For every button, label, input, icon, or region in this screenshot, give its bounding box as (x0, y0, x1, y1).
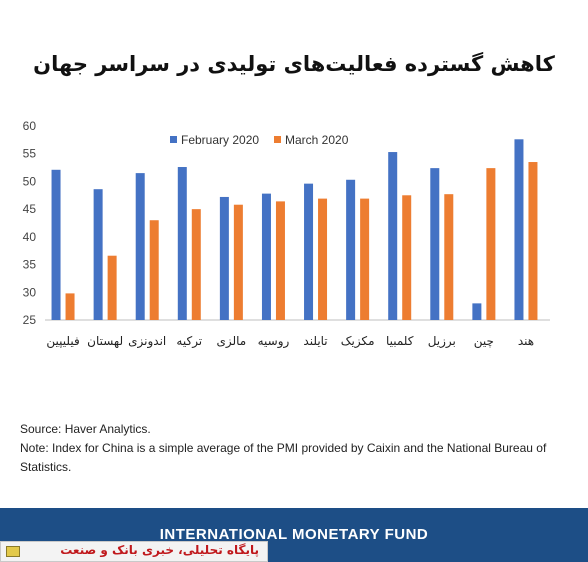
x-tick-label: لهستان (87, 334, 123, 348)
legend-label: February 2020 (181, 133, 259, 147)
bar-february (346, 179, 356, 320)
y-tick-label: 30 (23, 285, 37, 299)
legend-swatch (170, 136, 177, 143)
y-tick-label: 45 (23, 202, 37, 216)
bar-march (149, 220, 159, 320)
legend-label: March 2020 (285, 133, 349, 147)
source-note: Source: Haver Analytics. (20, 422, 151, 436)
bar-february (177, 167, 187, 320)
chart-notes: Source: Haver Analytics. Note: Index for… (20, 420, 570, 477)
x-tick-label: اندونزی (128, 334, 166, 349)
x-tick-label: مالزی (216, 334, 246, 349)
bar-february (472, 303, 482, 320)
bar-march (402, 195, 412, 320)
y-tick-label: 35 (23, 258, 37, 272)
watermark-bar: پایگاه تحلیلی، خبری بانک و صنعت (0, 541, 268, 562)
bar-february (51, 169, 61, 320)
x-tick-label: کلمبیا (386, 334, 414, 348)
bar-february (93, 189, 103, 320)
x-tick-label: هند (518, 334, 534, 348)
bar-february (304, 183, 314, 320)
bar-march (486, 168, 496, 320)
bar-march (275, 201, 285, 320)
bar-february (135, 173, 145, 320)
x-tick-label: تایلند (303, 334, 327, 348)
bar-february (388, 152, 398, 320)
chart-title: کاهش گسترده فعالیت‌های تولیدی در سراسر ج… (33, 52, 555, 76)
bar-march (191, 209, 201, 320)
bar-february (261, 193, 271, 320)
bar-march (107, 255, 117, 320)
y-tick-label: 40 (23, 230, 37, 244)
watermark-text: پایگاه تحلیلی، خبری بانک و صنعت (60, 543, 259, 557)
bar-march (360, 198, 370, 320)
bar-february (430, 168, 440, 320)
bar-march (444, 194, 454, 320)
x-tick-label: مکزیک (341, 334, 375, 349)
y-tick-label: 60 (23, 119, 37, 133)
bar-march (65, 293, 75, 320)
bar-march (318, 198, 328, 320)
bar-february (514, 139, 524, 320)
x-tick-label: روسیه (258, 334, 290, 349)
y-tick-label: 50 (23, 174, 37, 188)
x-tick-label: فیلیپین (46, 334, 79, 349)
y-tick-label: 55 (23, 147, 37, 161)
x-tick-label: برزیل (428, 334, 456, 349)
china-note: Note: Index for China is a simple averag… (20, 441, 547, 474)
y-tick-label: 25 (23, 313, 37, 327)
logo-icon (6, 546, 20, 557)
bar-february (219, 196, 229, 320)
bar-chart: 25 30 35 40 45 50 55 60 فیلیپین لهستان اندونزی ترکی… (23, 119, 550, 349)
bar-march (528, 162, 538, 320)
legend-swatch (274, 136, 281, 143)
bar-march (233, 204, 243, 320)
footer-text: INTERNATIONAL MONETARY FUND (159, 526, 429, 543)
x-tick-label: چین (474, 334, 494, 349)
x-tick-label: ترکیه (176, 334, 202, 349)
